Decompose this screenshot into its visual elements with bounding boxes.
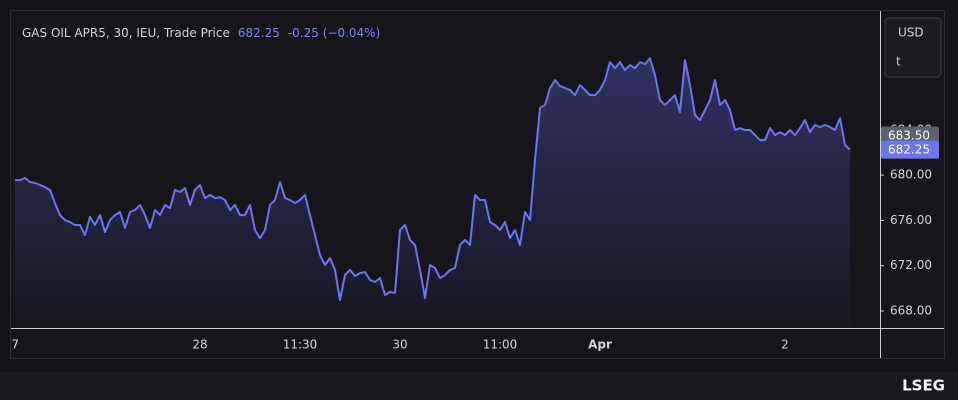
x-tick-label: 11:00 bbox=[483, 338, 518, 352]
area-fill bbox=[15, 58, 850, 328]
prev-price-box bbox=[881, 126, 939, 145]
brand: LSEG bbox=[902, 377, 945, 395]
prev-price-label: 683.50 bbox=[888, 128, 930, 142]
change: -0.25 (−0.04%) bbox=[288, 26, 380, 40]
chart-header: GAS OIL APR5, 30, IEU, Trade Price 682.25… bbox=[22, 26, 380, 40]
last-price: 682.25 bbox=[238, 26, 280, 40]
chart-title: GAS OIL APR5, 30, IEU, Trade Price bbox=[22, 26, 230, 40]
x-tick-label: 11:30 bbox=[283, 338, 318, 352]
last-price-label: 682.25 bbox=[888, 143, 930, 157]
y-tick-label: 672.00 bbox=[890, 258, 932, 272]
unit: t bbox=[896, 55, 901, 69]
price-line bbox=[15, 57, 851, 301]
currency: USD bbox=[898, 26, 924, 40]
currency-box[interactable] bbox=[884, 17, 942, 78]
x-tick-label: 28 bbox=[192, 338, 207, 352]
footer bbox=[0, 372, 958, 400]
x-tick-label: Apr bbox=[588, 338, 612, 352]
last-price-box bbox=[881, 140, 939, 159]
x-tick-label: 2 bbox=[781, 338, 789, 352]
y-tick-label: 676.00 bbox=[890, 213, 932, 227]
y-tick-label: 680.00 bbox=[890, 168, 932, 182]
x-tick-label: 30 bbox=[392, 338, 407, 352]
x-tick-label: 7 bbox=[11, 338, 19, 352]
y-tick-label: 668.00 bbox=[890, 304, 932, 318]
